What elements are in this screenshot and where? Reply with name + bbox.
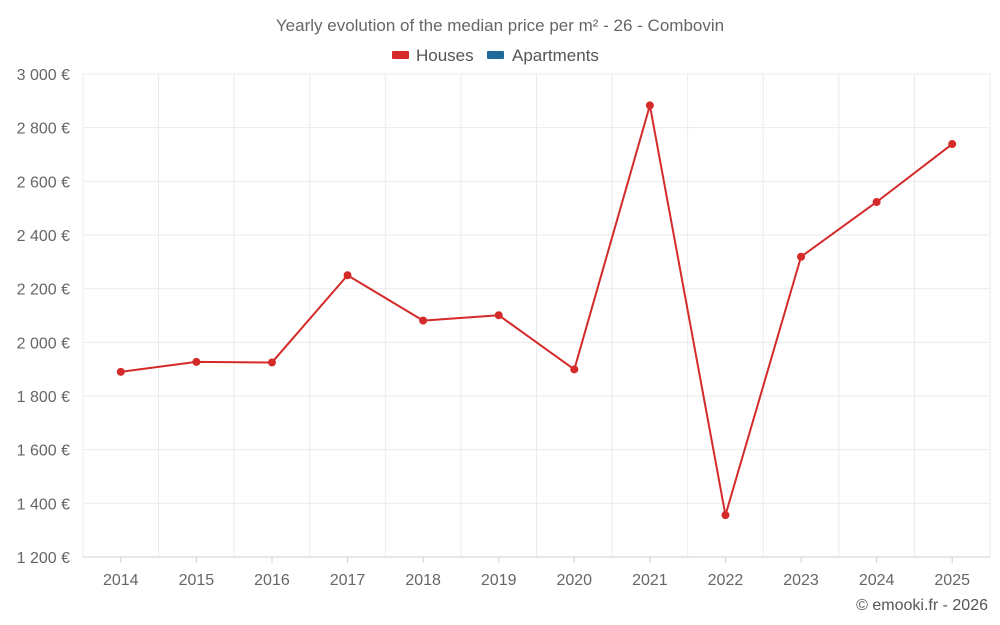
y-tick-label: 2 200 € bbox=[17, 282, 70, 299]
data-point-houses-2025[interactable] bbox=[948, 140, 957, 149]
x-tick-label: 2016 bbox=[254, 572, 290, 589]
y-axis: 1 200 € 1 400 € 1 600 € 1 800 € 2 000 € 2 200… bbox=[17, 67, 70, 567]
data-point-houses-2021[interactable] bbox=[645, 101, 654, 110]
x-tick-label: 2022 bbox=[708, 572, 744, 589]
legend-swatch-houses bbox=[392, 51, 409, 59]
x-tick-label: 2025 bbox=[934, 572, 970, 589]
data-point-houses-2024[interactable] bbox=[872, 197, 881, 206]
x-tick-label: 2014 bbox=[103, 572, 139, 589]
x-tick-label: 2019 bbox=[481, 572, 517, 589]
x-tick-label: 2024 bbox=[859, 572, 895, 589]
y-tick-label: 2 400 € bbox=[17, 228, 70, 245]
legend-item-houses[interactable]: Houses bbox=[392, 46, 474, 65]
credit-text: © emooki.fr - 2026 bbox=[856, 597, 988, 614]
legend-swatch-apartments bbox=[487, 51, 504, 59]
x-axis: 2014 2015 2016 2017 2018 2019 2020 2021 2022 2023… bbox=[83, 556, 990, 589]
x-tick-label: 2015 bbox=[179, 572, 215, 589]
chart-title: Yearly evolution of the median price per… bbox=[276, 16, 724, 35]
data-point-houses-2016[interactable] bbox=[267, 358, 276, 367]
data-point-houses-2017[interactable] bbox=[343, 271, 352, 280]
y-tick-label: 1 800 € bbox=[17, 389, 70, 406]
y-tick-label: 2 600 € bbox=[17, 174, 70, 191]
series-line-houses bbox=[120, 104, 953, 517]
data-point-houses-2023[interactable] bbox=[797, 252, 806, 261]
grid bbox=[82, 73, 991, 557]
data-point-houses-2019[interactable] bbox=[494, 311, 503, 320]
data-point-houses-2018[interactable] bbox=[419, 316, 428, 325]
x-tick-label: 2021 bbox=[632, 572, 668, 589]
x-tick-label: 2018 bbox=[405, 572, 441, 589]
plot-area bbox=[116, 101, 957, 520]
data-point-houses-2022[interactable] bbox=[721, 511, 730, 520]
legend-label-apartments: Apartments bbox=[512, 46, 599, 65]
y-tick-label: 2 000 € bbox=[17, 335, 70, 352]
x-tick-label: 2020 bbox=[556, 572, 592, 589]
legend-label-houses: Houses bbox=[416, 46, 474, 65]
y-tick-label: 2 800 € bbox=[17, 121, 70, 138]
data-point-houses-2015[interactable] bbox=[192, 357, 201, 366]
y-tick-label: 1 200 € bbox=[17, 550, 70, 567]
x-tick-label: 2023 bbox=[783, 572, 819, 589]
x-tick-label: 2017 bbox=[330, 572, 366, 589]
data-point-houses-2020[interactable] bbox=[570, 365, 579, 374]
y-tick-label: 1 400 € bbox=[17, 496, 70, 513]
legend: Houses Apartments bbox=[392, 46, 599, 65]
legend-item-apartments[interactable]: Apartments bbox=[487, 46, 599, 65]
data-point-houses-2014[interactable] bbox=[116, 367, 125, 376]
y-tick-label: 3 000 € bbox=[17, 67, 70, 84]
y-tick-label: 1 600 € bbox=[17, 443, 70, 460]
